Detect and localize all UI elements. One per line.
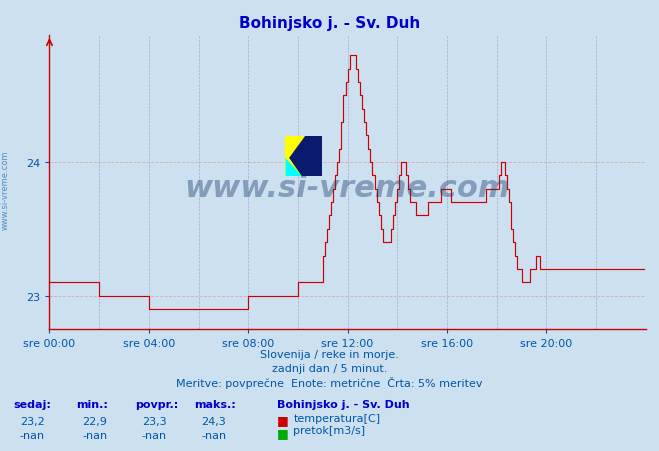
Text: temperatura[C]: temperatura[C]	[293, 413, 380, 423]
Text: www.si-vreme.com: www.si-vreme.com	[1, 150, 10, 229]
Text: -nan: -nan	[142, 430, 167, 440]
Text: zadnji dan / 5 minut.: zadnji dan / 5 minut.	[272, 363, 387, 373]
Text: min.:: min.:	[76, 399, 107, 409]
Text: www.si-vreme.com: www.si-vreme.com	[185, 174, 511, 203]
Text: sedaj:: sedaj:	[13, 399, 51, 409]
Text: maks.:: maks.:	[194, 399, 236, 409]
Text: -nan: -nan	[82, 430, 107, 440]
Text: 24,3: 24,3	[201, 416, 226, 426]
Polygon shape	[289, 136, 322, 177]
Text: 23,3: 23,3	[142, 416, 166, 426]
Text: -nan: -nan	[201, 430, 226, 440]
Text: Bohinjsko j. - Sv. Duh: Bohinjsko j. - Sv. Duh	[277, 399, 409, 409]
Text: ■: ■	[277, 426, 289, 439]
Text: 23,2: 23,2	[20, 416, 45, 426]
Text: Slovenija / reke in morje.: Slovenija / reke in morje.	[260, 350, 399, 359]
Text: 22,9: 22,9	[82, 416, 107, 426]
Polygon shape	[305, 136, 322, 177]
Text: ■: ■	[277, 414, 289, 427]
Polygon shape	[285, 158, 302, 177]
Text: povpr.:: povpr.:	[135, 399, 179, 409]
Text: Meritve: povprečne  Enote: metrične  Črta: 5% meritev: Meritve: povprečne Enote: metrične Črta:…	[176, 377, 483, 389]
Text: -nan: -nan	[20, 430, 45, 440]
Text: Bohinjsko j. - Sv. Duh: Bohinjsko j. - Sv. Duh	[239, 16, 420, 31]
Text: pretok[m3/s]: pretok[m3/s]	[293, 425, 365, 435]
